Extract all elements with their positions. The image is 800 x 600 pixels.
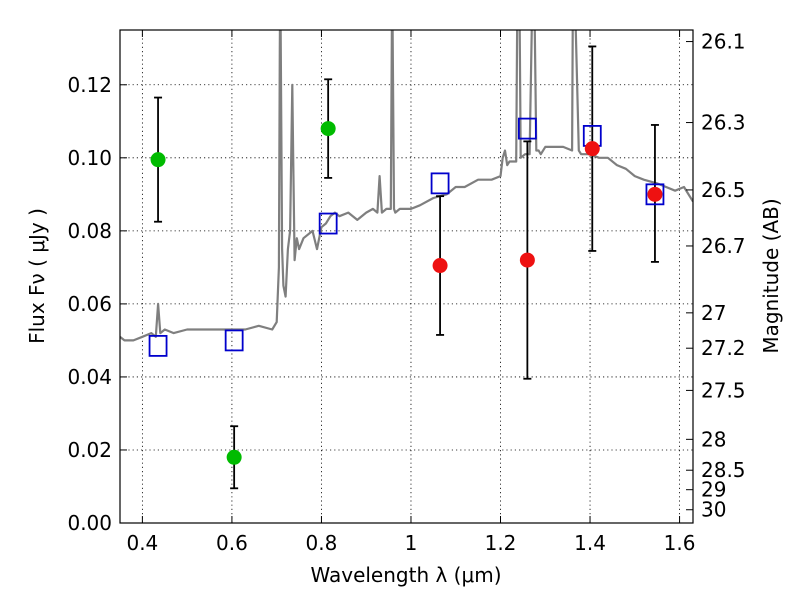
markers xyxy=(148,117,665,465)
plot-frame xyxy=(119,29,694,524)
tick-labels: 0.4 0.6 0.8 1 1.2 1.4 1.6 0.00 0.02 0.04 0.06 0.08 0… xyxy=(67,30,745,555)
x-tick-label: 1.2 xyxy=(485,531,517,555)
y2-tick-label: 27.5 xyxy=(701,378,746,402)
x-tick-label: 0.4 xyxy=(126,531,158,555)
x-tick-label: 0.6 xyxy=(216,531,248,555)
observed-point-marker xyxy=(320,121,336,137)
y2-tick-label: 26.5 xyxy=(701,178,746,202)
observed-point-marker xyxy=(226,449,242,465)
y2-tick-label: 27.2 xyxy=(701,336,746,360)
y2-tick-label: 26.1 xyxy=(701,30,746,54)
y-tick-label: 0.00 xyxy=(67,511,112,535)
x-tick-label: 1 xyxy=(405,531,418,555)
grid-lines xyxy=(120,30,693,524)
observed-point-marker xyxy=(647,186,663,202)
y2-tick-label: 26.3 xyxy=(701,111,746,135)
x-tick-label: 1.4 xyxy=(574,531,606,555)
observed-point-marker xyxy=(519,252,535,268)
axis-ticks xyxy=(120,30,693,524)
y2-tick-label: 28 xyxy=(701,427,726,451)
y-tick-label: 0.08 xyxy=(67,219,112,243)
y-tick-label: 0.04 xyxy=(67,365,112,389)
y-tick-label: 0.06 xyxy=(67,292,112,316)
y2-axis-label: Magnitude (AB) xyxy=(759,198,783,353)
error-bars xyxy=(154,45,659,490)
model-square-marker xyxy=(148,334,168,357)
y2-tick-label: 27 xyxy=(701,301,726,325)
observed-point-marker xyxy=(432,258,448,274)
model-square-marker xyxy=(224,329,244,352)
y-axis-label: Flux Fν ( μJy ) xyxy=(25,208,49,344)
model-square-marker xyxy=(517,117,537,140)
y2-tick-label: 29 xyxy=(701,478,726,502)
x-tick-label: 0.8 xyxy=(306,531,338,555)
y-tick-label: 0.12 xyxy=(67,73,112,97)
y-tick-label: 0.10 xyxy=(67,146,112,170)
model-square-marker xyxy=(318,212,338,235)
observed-point-marker xyxy=(584,141,600,157)
y2-tick-label: 26.7 xyxy=(701,234,746,258)
y-tick-label: 0.02 xyxy=(67,438,112,462)
y2-tick-label: 30 xyxy=(701,498,726,522)
x-tick-label: 1.6 xyxy=(664,531,696,555)
y2-tick-label: 28.5 xyxy=(701,458,746,482)
model-square-marker xyxy=(430,172,450,195)
model-square-marker xyxy=(645,183,665,206)
spectrum-layer xyxy=(120,30,693,342)
spectrum-line xyxy=(120,30,693,342)
x-axis-label: Wavelength λ (μm) xyxy=(310,563,501,587)
observed-point-marker xyxy=(150,152,166,168)
